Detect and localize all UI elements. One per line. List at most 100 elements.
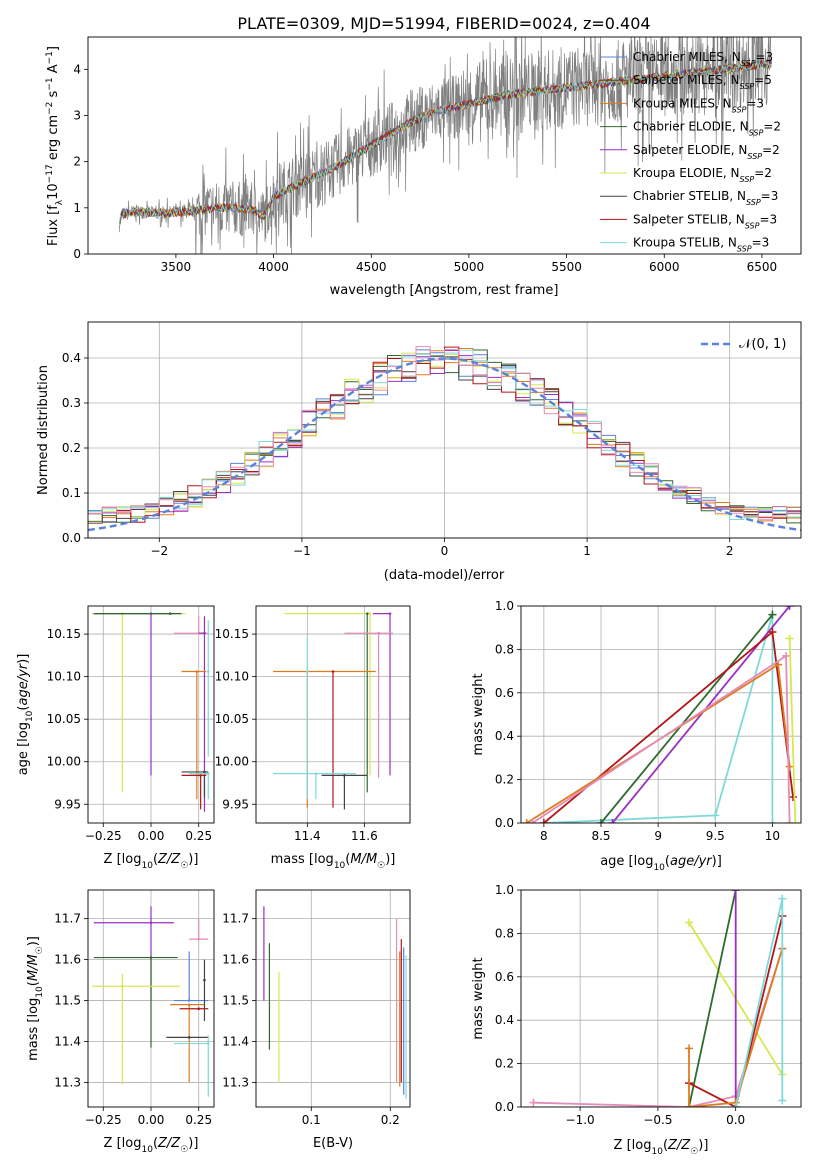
label-part: )] [188, 852, 198, 867]
y-tick-label: 10.00 [215, 755, 249, 769]
y-tick-label: 4 [73, 62, 81, 76]
y-tick-label: 2 [73, 155, 81, 169]
legend-label: Chabrier STELIB, NSSP=3 [633, 189, 778, 207]
data-point [368, 612, 372, 615]
mass-weight-line [734, 898, 784, 1107]
legend-sub: SSP [740, 82, 755, 91]
y-tick-label: 11.3 [222, 1075, 249, 1089]
mass-weight-line [543, 630, 794, 823]
x-tick-label: −0.5 [643, 1113, 672, 1127]
mass-weight-marker [685, 918, 693, 927]
data-point [168, 612, 172, 615]
legend-count: =5 [754, 73, 772, 87]
mass-weight-line [600, 614, 774, 823]
data-point [197, 1007, 201, 1011]
x-axis-label: (data-model)/error [384, 568, 505, 583]
mass-weight-marker [539, 819, 548, 823]
legend-text: Kroupa ELODIE, N [633, 166, 740, 180]
legend-sub: SSP [745, 221, 760, 230]
x-tick-label: 9.5 [706, 829, 725, 843]
label-part: 10 [651, 1147, 663, 1157]
mass-weight-marker [597, 819, 605, 823]
x-axis-label: Z [log10(Z/Z☉)] [614, 1138, 709, 1157]
legend-count: =3 [759, 212, 777, 226]
x-tick-label: 0.00 [138, 829, 165, 843]
y-tick-label: 0.0 [495, 816, 514, 830]
y-tick-label: 0.2 [495, 773, 514, 787]
x-tick-label: 8.5 [591, 829, 610, 843]
legend-text: Kroupa MILES, N [633, 96, 732, 110]
label-part: age [log [600, 854, 653, 869]
y-tick-label: 1.0 [495, 883, 514, 897]
legend-count: =3 [755, 50, 773, 64]
axes-frame [255, 605, 411, 824]
x-tick-label: 9 [654, 829, 662, 843]
label-part: 10 [25, 710, 35, 722]
x-tick-label: −0.25 [85, 1113, 122, 1127]
x-tick-label: 1 [583, 544, 591, 558]
y-tick-label: 0.0 [495, 1100, 514, 1114]
data-point [195, 670, 199, 673]
mass-weight-marker [608, 819, 617, 823]
figure-title: PLATE=0309, MJD=51994, FIBERID=0024, z=0… [237, 14, 650, 33]
y-tick-label: 0.6 [495, 686, 514, 700]
model-spectrum [118, 59, 772, 225]
x-tick-label: 0.2 [381, 1113, 400, 1127]
y-axis-label: mass weight [471, 957, 486, 1039]
panel-age_vs_mass: 11.4 11.6 9.95 10.00 10.05 10.10 10.15 mass [lo… [215, 605, 411, 871]
label-part: 10 [35, 986, 45, 998]
y-axis-label: mass [log10(M/M☉)] [26, 936, 45, 1061]
model-spectrum [118, 59, 772, 222]
data-point [314, 772, 318, 775]
label-part: ( [665, 854, 670, 869]
label-part: ( [345, 852, 350, 867]
legend-label: Kroupa ELODIE, NSSP=2 [633, 166, 772, 184]
y-tick-label: 10.15 [215, 627, 249, 641]
y-tick-label: 10.00 [47, 755, 81, 769]
mass-weight-marker [685, 1044, 693, 1053]
x-axis-label: wavelength [Angstrom, rest frame] [330, 283, 559, 298]
mass-weight-line [688, 948, 784, 1107]
plot-area [88, 890, 214, 1107]
y-tick-label: 0.6 [495, 970, 514, 984]
plot-area [88, 606, 214, 823]
mass-weight-marker [785, 762, 794, 771]
legend-text: Chabrier MILES, N [633, 50, 741, 64]
y-tick-label: 11.5 [54, 994, 81, 1008]
label-part: 10 [653, 863, 665, 873]
mass-weight-marker [785, 819, 794, 823]
label-part: M/M [350, 852, 377, 867]
legend-count: =3 [761, 189, 779, 203]
x-tick-label: 3500 [161, 260, 192, 274]
mass-weight-marker [768, 610, 777, 619]
legend-label: Salpeter MILES, NSSP=5 [633, 73, 772, 91]
label-part: ☉ [690, 1147, 698, 1157]
data-point [197, 937, 201, 941]
x-tick-label: 5000 [454, 260, 485, 274]
legend-label: Chabrier MILES, NSSP=3 [633, 50, 773, 68]
y-tick-label: 0 [73, 247, 81, 261]
data-point [206, 1042, 210, 1045]
y-tick-label: 11.3 [54, 1075, 81, 1089]
label-part: 10 [334, 861, 346, 871]
y-tick-label: 0.4 [495, 729, 514, 743]
legend-text: Chabrier ELODIE, N [633, 120, 749, 134]
mass-weight-line [533, 948, 784, 1107]
y-tick-label: 11.6 [222, 953, 249, 967]
mass-weight-marker [731, 890, 740, 894]
data-point [149, 956, 153, 959]
x-tick-label: 0 [441, 544, 449, 558]
x-tick-label: −2 [150, 544, 168, 558]
label-part: mass [log [26, 998, 41, 1061]
legend-text: Salpeter STELIB, N [633, 212, 745, 226]
legend-text: Salpeter MILES, N [633, 73, 740, 87]
label-part: )] [712, 854, 722, 869]
legend-label: Kroupa MILES, NSSP=3 [633, 96, 764, 114]
mass-weight-marker [791, 819, 800, 823]
x-tick-label: −1 [293, 544, 311, 558]
model-spectrum [118, 60, 772, 226]
mass-weight-marker [768, 628, 777, 637]
x-tick-label: 6500 [747, 260, 778, 274]
data-point [187, 1003, 191, 1006]
